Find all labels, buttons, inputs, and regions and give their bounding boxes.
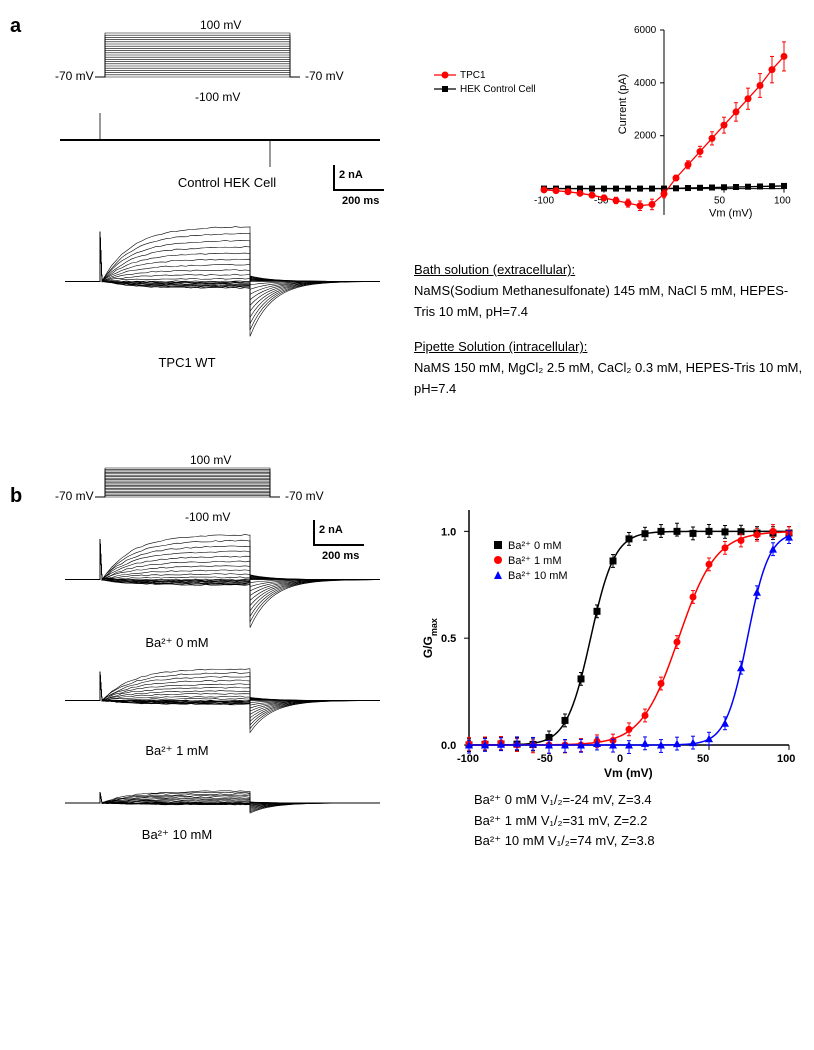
- bath-body: NaMS(Sodium Methanesulfonate) 145 mM, Na…: [414, 283, 788, 319]
- svg-text:0.5: 0.5: [441, 633, 456, 645]
- svg-text:G/Gmax: G/Gmax: [421, 618, 439, 658]
- svg-text:100: 100: [777, 753, 795, 765]
- bath-solution-text: Bath solution (extracellular): NaMS(Sodi…: [414, 260, 804, 322]
- svg-text:-70 mV: -70 mV: [55, 69, 94, 83]
- svg-text:2000: 2000: [634, 131, 657, 142]
- panel-a-right: -100-5050100200040006000Vm (mV)Current (…: [414, 15, 804, 400]
- pipette-header: Pipette Solution (intracellular):: [414, 339, 587, 354]
- panel-a-left: 100 mV-70 mV-70 mV-100 mV Control HEK Ce…: [50, 15, 404, 370]
- svg-text:50: 50: [714, 196, 726, 207]
- svg-text:-100: -100: [457, 753, 479, 765]
- svg-text:HEK Control Cell: HEK Control Cell: [460, 84, 536, 95]
- fit-line-1: Ba²⁺ 1 mM V₁/₂=31 mV, Z=2.2: [474, 811, 804, 832]
- svg-text:-100 mV: -100 mV: [185, 510, 230, 524]
- svg-text:TPC1: TPC1: [460, 70, 486, 81]
- fit-results: Ba²⁺ 0 mM V₁/₂=-24 mV, Z=3.4 Ba²⁺ 1 mM V…: [474, 790, 804, 852]
- protocol-diagram-a: 100 mV -70 mV -70 mV -100 mV: [50, 15, 390, 105]
- svg-text:-100 mV: -100 mV: [195, 90, 240, 104]
- protocol-diagram-b: 100 mV -70 mV -70 mV -100 mV: [50, 450, 370, 525]
- pipette-solution-text: Pipette Solution (intracellular): NaMS 1…: [414, 337, 804, 399]
- svg-text:0.0: 0.0: [441, 740, 456, 752]
- svg-text:Ba²⁺ 0 mM: Ba²⁺ 0 mM: [508, 540, 561, 552]
- ba1-label: Ba²⁺ 1 mM: [0, 743, 404, 759]
- svg-text:Vm (mV): Vm (mV): [604, 766, 653, 780]
- svg-text:-50: -50: [537, 753, 553, 765]
- svg-text:6000: 6000: [634, 25, 657, 36]
- svg-text:100 mV: 100 mV: [190, 453, 231, 467]
- panel-b-label: b: [10, 485, 22, 508]
- svg-text:-70 mV: -70 mV: [55, 489, 94, 503]
- scalebar-a: 2 nA 200 ms: [314, 160, 414, 210]
- svg-text:100 mV: 100 mV: [200, 18, 241, 32]
- svg-text:-100: -100: [534, 196, 554, 207]
- scalebar-b: 2 nA 200 ms: [294, 515, 394, 565]
- svg-text:1.0: 1.0: [441, 526, 456, 538]
- svg-text:2 nA: 2 nA: [319, 524, 343, 536]
- fit-line-2: Ba²⁺ 10 mM V₁/₂=74 mV, Z=3.8: [474, 831, 804, 852]
- ba10-label: Ba²⁺ 10 mM: [0, 827, 404, 843]
- svg-text:Current (pA): Current (pA): [617, 74, 629, 135]
- iv-chart: -100-5050100200040006000Vm (mV)Current (…: [414, 15, 804, 245]
- svg-text:200 ms: 200 ms: [342, 195, 379, 207]
- svg-text:Vm (mV): Vm (mV): [709, 208, 752, 220]
- tpc1-label: TPC1 WT: [0, 355, 404, 370]
- svg-text:100: 100: [774, 196, 791, 207]
- svg-text:Ba²⁺ 10 mM: Ba²⁺ 10 mM: [508, 570, 568, 582]
- pipette-body: NaMS 150 mM, MgCl₂ 2.5 mM, CaCl₂ 0.3 mM,…: [414, 360, 802, 396]
- panel-a-label: a: [10, 15, 21, 38]
- svg-text:4000: 4000: [634, 78, 657, 89]
- gv-chart: -100 -50 0 50 100 0.0 0.5 1.0 Vm (mV) G/Gmax Ba²⁺ …: [414, 500, 804, 780]
- panel-b-left: 100 mV-70 mV-70 mV-100 mV 2 nA200 ms Ba²…: [50, 450, 404, 843]
- svg-text:0: 0: [617, 753, 623, 765]
- bath-header: Bath solution (extracellular):: [414, 262, 575, 277]
- ba0-label: Ba²⁺ 0 mM: [0, 635, 404, 651]
- svg-text:200 ms: 200 ms: [322, 550, 359, 562]
- figure: a 100 mV-70 mV-70 mV-100 mV Control HEK …: [10, 15, 804, 852]
- svg-text:-70 mV: -70 mV: [305, 69, 344, 83]
- svg-text:Ba²⁺ 1 mM: Ba²⁺ 1 mM: [508, 555, 561, 567]
- svg-text:-70 mV: -70 mV: [285, 489, 324, 503]
- fit-line-0: Ba²⁺ 0 mM V₁/₂=-24 mV, Z=3.4: [474, 790, 804, 811]
- panel-b-right: -100 -50 0 50 100 0.0 0.5 1.0 Vm (mV) G/Gmax Ba²⁺ …: [414, 500, 804, 852]
- svg-text:50: 50: [697, 753, 709, 765]
- svg-text:2 nA: 2 nA: [339, 169, 363, 181]
